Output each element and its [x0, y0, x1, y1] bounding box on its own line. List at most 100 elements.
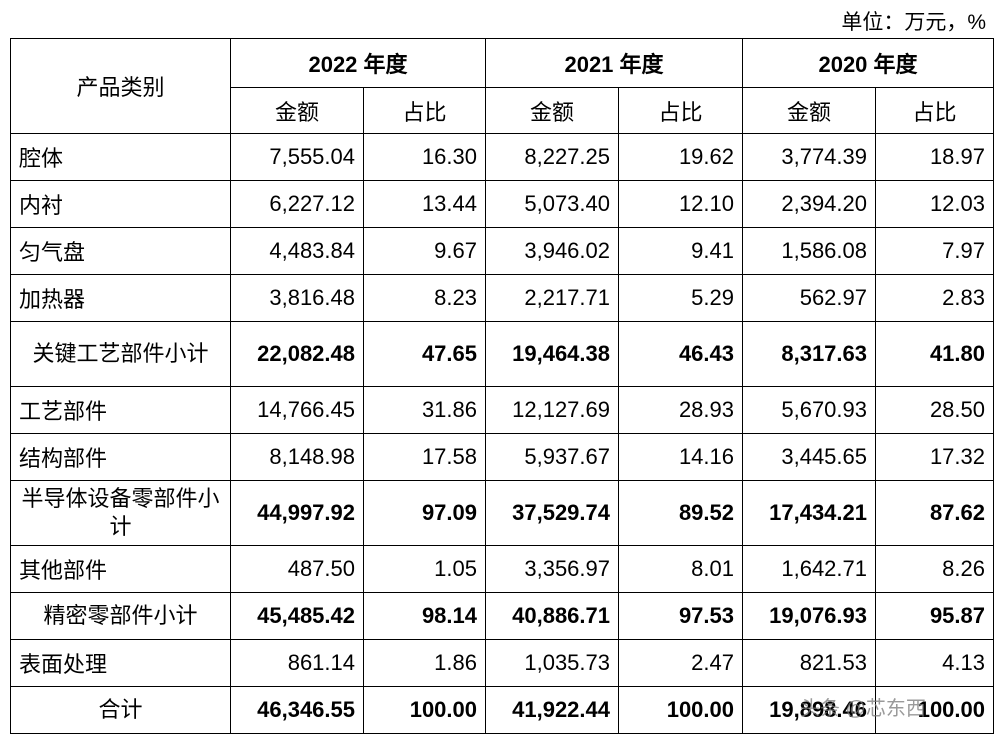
cell: 46.43: [618, 321, 743, 387]
data-row: 匀气盘 4,483.84 9.67 3,946.02 9.41 1,586.08 7.97: [10, 227, 994, 275]
cell: 8.26: [875, 545, 994, 593]
cell: 8,227.25: [485, 133, 619, 181]
table-header: 产品类别 2022 年度 2021 年度 2020 年度 金额 占比 金额 占比 金额 占比: [10, 38, 994, 134]
row-label: 结构部件: [10, 433, 231, 481]
cell: 44,997.92: [230, 480, 364, 546]
row-label: 精密零部件小计: [10, 592, 231, 640]
cell: 487.50: [230, 545, 364, 593]
subtotal-row: 精密零部件小计 45,485.42 98.14 40,886.71 97.53 19,07…: [10, 592, 994, 640]
data-row: 内衬 6,227.12 13.44 5,073.40 12.10 2,394.20 12.0…: [10, 180, 994, 228]
cell: 9.41: [618, 227, 743, 275]
cell: 2.47: [618, 639, 743, 687]
cell: 95.87: [875, 592, 994, 640]
cell: 97.09: [363, 480, 486, 546]
row-label: 表面处理: [10, 639, 231, 687]
header-row: 产品类别 2022 年度 2021 年度 2020 年度: [10, 38, 994, 134]
cell: 37,529.74: [485, 480, 619, 546]
cell: 17,434.21: [742, 480, 876, 546]
row-label: 匀气盘: [10, 227, 231, 275]
cell: 12.10: [618, 180, 743, 228]
watermark: 头条 @芯东西: [800, 698, 926, 720]
cell: 41,922.44: [485, 686, 619, 734]
cell: 3,445.65: [742, 433, 876, 481]
cell: 98.14: [363, 592, 486, 640]
cell: 17.32: [875, 433, 994, 481]
table-body: 腔体 7,555.04 16.30 8,227.25 19.62 3,774.39 18.9…: [10, 133, 994, 734]
data-table: 产品类别 2022 年度 2021 年度 2020 年度 金额 占比 金额 占比 金额 占比 腔体…: [10, 38, 994, 734]
cell: 14,766.45: [230, 386, 364, 434]
cell: 2,217.71: [485, 274, 619, 322]
cell: 40,886.71: [485, 592, 619, 640]
cell: 562.97: [742, 274, 876, 322]
cell: 87.62: [875, 480, 994, 546]
subheader: 占比: [875, 87, 994, 134]
cell: 2,394.20: [742, 180, 876, 228]
row-label: 加热器: [10, 274, 231, 322]
subtotal-row: 合计 46,346.55 100.00 41,922.44 100.00 19,898.4…: [10, 686, 994, 734]
cell: 5.29: [618, 274, 743, 322]
cell: 28.50: [875, 386, 994, 434]
cell: 7,555.04: [230, 133, 364, 181]
cell: 8.23: [363, 274, 486, 322]
cell: 3,356.97: [485, 545, 619, 593]
cell: 12.03: [875, 180, 994, 228]
cell: 100.00: [618, 686, 743, 734]
row-label: 合计: [10, 686, 231, 734]
data-row: 结构部件 8,148.98 17.58 5,937.67 14.16 3,445.65 17…: [10, 433, 994, 481]
subheader: 占比: [363, 87, 486, 134]
row-label: 内衬: [10, 180, 231, 228]
cell: 5,073.40: [485, 180, 619, 228]
cell: 31.86: [363, 386, 486, 434]
cell: 1,586.08: [742, 227, 876, 275]
cell: 8,148.98: [230, 433, 364, 481]
cell: 2.83: [875, 274, 994, 322]
subheader: 金额: [742, 87, 876, 134]
cell: 8.01: [618, 545, 743, 593]
cell: 19,464.38: [485, 321, 619, 387]
cell: 4,483.84: [230, 227, 364, 275]
cell: 45,485.42: [230, 592, 364, 640]
data-row: 腔体 7,555.04 16.30 8,227.25 19.62 3,774.39 18.9…: [10, 133, 994, 181]
row-label: 关键工艺部件小计: [10, 321, 231, 387]
cell: 22,082.48: [230, 321, 364, 387]
data-row: 工艺部件 14,766.45 31.86 12,127.69 28.93 5,670.93…: [10, 386, 994, 434]
cell: 3,774.39: [742, 133, 876, 181]
row-label: 工艺部件: [10, 386, 231, 434]
cell: 19,898.46: [742, 686, 876, 734]
cell: 19.62: [618, 133, 743, 181]
cell: 1,035.73: [485, 639, 619, 687]
cell: 18.97: [875, 133, 994, 181]
row-label: 其他部件: [10, 545, 231, 593]
cell: 7.97: [875, 227, 994, 275]
subheader: 金额: [485, 87, 619, 134]
cell: 6,227.12: [230, 180, 364, 228]
cell: 47.65: [363, 321, 486, 387]
cell: 5,937.67: [485, 433, 619, 481]
cell: 89.52: [618, 480, 743, 546]
cell: 9.67: [363, 227, 486, 275]
cell: 821.53: [742, 639, 876, 687]
row-label: 腔体: [10, 133, 231, 181]
cell: 3,946.02: [485, 227, 619, 275]
cell: 28.93: [618, 386, 743, 434]
unit-note: 单位：万元，%: [841, 11, 986, 34]
year-header: 2021 年度: [485, 38, 743, 88]
cell: 14.16: [618, 433, 743, 481]
category-header: 产品类别: [10, 38, 231, 134]
data-row: 表面处理 861.14 1.86 1,035.73 2.47 821.53 4.13: [10, 639, 994, 687]
cell: 1.86: [363, 639, 486, 687]
cell: 13.44: [363, 180, 486, 228]
data-row: 加热器 3,816.48 8.23 2,217.71 5.29 562.97 2.83: [10, 274, 994, 322]
data-row: 其他部件 487.50 1.05 3,356.97 8.01 1,642.71 8.26: [10, 545, 994, 593]
cell: 19,076.93: [742, 592, 876, 640]
cell: 100.00: [875, 686, 994, 734]
subtotal-row: 关键工艺部件小计 22,082.48 47.65 19,464.38 46.43 8,31…: [10, 321, 994, 387]
year-header: 2022 年度: [230, 38, 486, 88]
cell: 861.14: [230, 639, 364, 687]
cell: 17.58: [363, 433, 486, 481]
subheader: 占比: [618, 87, 743, 134]
cell: 1,642.71: [742, 545, 876, 593]
cell: 1.05: [363, 545, 486, 593]
subtotal-row: 半导体设备零部件小计 44,997.92 97.09 37,529.74 89.52 17…: [10, 480, 994, 546]
cell: 41.80: [875, 321, 994, 387]
